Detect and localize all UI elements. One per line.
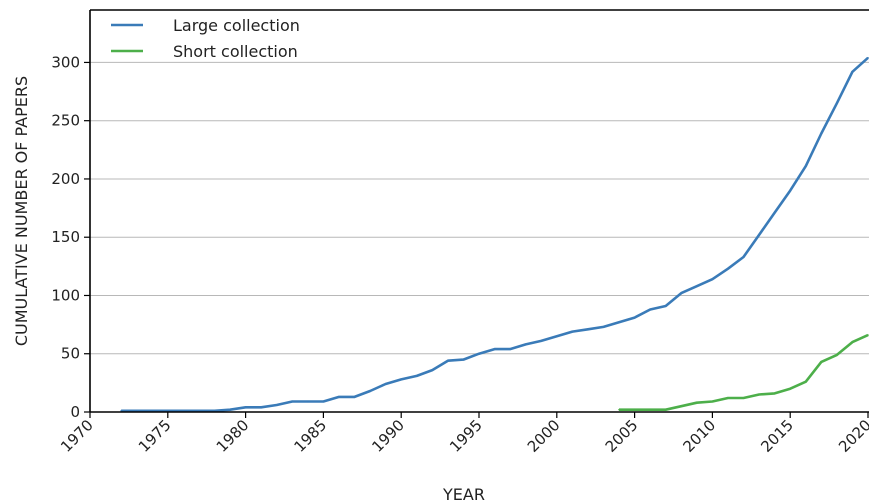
series-short-collection: [618, 333, 869, 412]
data-point: [804, 165, 807, 167]
data-point: [353, 396, 356, 398]
data-point: [649, 308, 651, 311]
data-point: [540, 340, 543, 342]
series-line: [121, 56, 869, 413]
data-point: [244, 406, 247, 409]
y-tick-label: 150: [51, 228, 80, 246]
data-point: [571, 330, 574, 333]
data-point: [680, 405, 683, 407]
data-point: [773, 392, 776, 395]
data-point: [836, 102, 838, 105]
data-point: [618, 408, 620, 411]
x-tick-label: 1970: [57, 416, 97, 456]
data-point: [820, 132, 823, 135]
data-point: [664, 305, 667, 307]
data-point: [851, 70, 854, 73]
series-layer: [120, 56, 869, 413]
data-point: [696, 285, 698, 287]
x-tick-label: 2000: [524, 416, 564, 456]
data-point: [307, 400, 309, 403]
data-point: [431, 369, 434, 371]
data-point: [400, 378, 403, 381]
y-tick-label: 50: [61, 345, 80, 363]
y-tick-label: 0: [70, 403, 80, 421]
x-tick-label: 2015: [757, 416, 797, 456]
x-tick-label: 2020: [835, 416, 869, 456]
data-point: [758, 393, 760, 396]
data-point: [462, 358, 465, 361]
data-point: [338, 396, 340, 398]
data-point: [820, 361, 823, 363]
data-point: [587, 328, 589, 331]
data-point: [260, 406, 262, 409]
data-point: [727, 397, 729, 399]
data-point: [727, 267, 729, 270]
y-tick-label: 200: [51, 170, 80, 188]
data-point: [322, 400, 325, 403]
data-point: [633, 316, 636, 319]
data-point: [680, 292, 683, 294]
data-point: [415, 375, 418, 377]
data-point: [696, 401, 698, 404]
data-point: [758, 234, 760, 236]
data-point: [711, 278, 714, 280]
data-point: [291, 400, 294, 403]
x-tick-label: 1995: [446, 416, 486, 456]
data-point: [804, 380, 807, 383]
data-point: [867, 334, 869, 336]
data-point: [789, 387, 791, 390]
x-tick-label: 1985: [290, 416, 330, 456]
data-point: [789, 189, 791, 192]
data-point: [447, 359, 449, 362]
legend: Large collection Short collection: [111, 16, 300, 61]
data-point: [664, 408, 667, 411]
data-point: [509, 348, 511, 350]
data-point: [633, 408, 636, 411]
x-tick-label: 2005: [602, 416, 642, 456]
data-point: [556, 335, 558, 338]
axes: [84, 9, 869, 418]
data-point: [742, 397, 745, 399]
legend-label: Short collection: [173, 42, 298, 61]
data-point: [524, 343, 527, 346]
data-point: [711, 400, 714, 403]
data-point: [618, 321, 620, 324]
grid-lines: [90, 61, 869, 355]
data-point: [773, 211, 776, 214]
y-axis-title: CUMULATIVE NUMBER OF PAPERS: [12, 76, 31, 346]
data-point: [851, 341, 854, 343]
x-tick-label: 1975: [135, 416, 175, 456]
x-axis-title: YEAR: [442, 485, 485, 503]
data-point: [836, 354, 838, 356]
data-point: [384, 383, 387, 385]
y-tick-label: 300: [51, 53, 80, 71]
x-tick-label: 1990: [368, 416, 408, 456]
y-tick-label: 250: [51, 112, 80, 130]
data-point: [275, 404, 278, 406]
y-tick-label: 100: [51, 286, 80, 304]
data-point: [867, 56, 869, 59]
series-large-collection: [120, 56, 869, 413]
x-tick-label: 2010: [679, 416, 719, 456]
x-tick-label: 1980: [213, 416, 253, 456]
data-point: [369, 390, 371, 392]
data-point: [742, 256, 745, 258]
data-point: [493, 348, 496, 350]
data-point: [649, 408, 651, 411]
data-point: [478, 352, 480, 355]
data-point: [229, 408, 231, 411]
data-point: [602, 326, 605, 328]
legend-label: Large collection: [173, 16, 300, 35]
